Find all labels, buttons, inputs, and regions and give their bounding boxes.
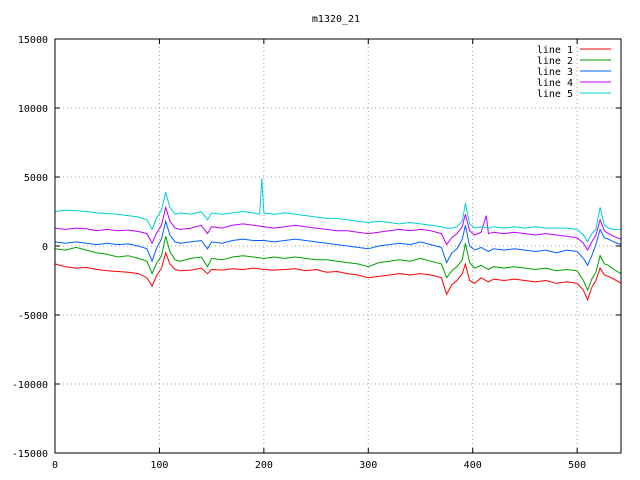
y-tick-label: -5000 [18,311,48,322]
y-tick-label: -15000 [12,449,48,460]
x-tick-label: 400 [464,460,482,471]
series-line-2 [54,236,622,292]
legend-label-2: line 2 [537,56,573,67]
series-group [54,178,622,302]
chart-title: m1320_21 [312,14,360,25]
y-tick-label: 0 [42,242,48,253]
x-axis: 0 100 200 300 400 500 [52,39,586,471]
y-tick-label: 5000 [24,173,48,184]
x-tick-label: 300 [359,460,377,471]
series-line-5 [54,178,621,243]
series-line-4 [54,205,622,252]
y-tick-label: 10000 [18,104,48,115]
grid [55,39,621,453]
y-tick-label: 15000 [18,35,48,46]
y-axis: -15000 -10000 -5000 0 5000 10000 15000 [12,35,621,460]
y-tick-label: -10000 [12,380,48,391]
legend-label-5: line 5 [537,89,573,100]
legend-label-3: line 3 [537,67,573,78]
x-tick-label: 0 [52,460,58,471]
x-tick-label: 500 [568,460,586,471]
legend-label-1: line 1 [537,45,573,56]
series-line-1 [54,251,622,302]
x-tick-label: 200 [255,460,273,471]
legend-label-4: line 4 [537,78,573,89]
x-tick-label: 100 [150,460,168,471]
series-line-3 [54,219,622,267]
